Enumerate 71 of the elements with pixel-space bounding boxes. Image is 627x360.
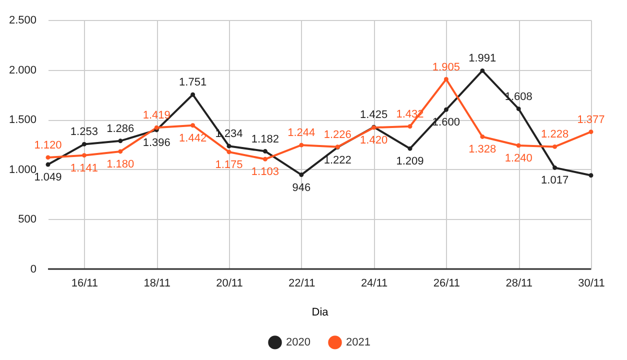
point (190, 123, 196, 128)
point (190, 92, 196, 97)
y-tick-label: 0 (30, 264, 36, 276)
x-tick-label: 22/11 (288, 278, 316, 290)
data-label: 1.442 (179, 132, 207, 144)
point (588, 173, 594, 178)
data-label: 1.049 (34, 172, 62, 184)
data-label: 1.751 (179, 76, 207, 89)
data-label: 1.396 (142, 136, 170, 149)
data-label: 1.328 (468, 144, 496, 156)
point (118, 149, 123, 154)
x-tick-label: 18/11 (144, 278, 170, 290)
point (552, 165, 558, 170)
point (299, 142, 304, 148)
data-label: 1.175 (215, 158, 243, 171)
point (516, 143, 521, 148)
x-tick-label: 30/11 (578, 278, 605, 290)
data-label: 1.222 (324, 154, 352, 166)
data-label: 1.209 (396, 156, 424, 168)
point (262, 156, 268, 162)
data-label: 1.419 (142, 110, 170, 122)
point (588, 130, 594, 134)
point (299, 172, 304, 178)
point (516, 106, 521, 112)
point (118, 138, 123, 144)
data-label: 946 (292, 182, 311, 194)
data-label: 1.141 (70, 162, 98, 174)
y-tick-label: 500 (18, 214, 36, 226)
data-label: 1.991 (468, 52, 496, 65)
point (46, 162, 50, 167)
y-tick-label: 2.500 (8, 14, 36, 26)
point (444, 77, 448, 82)
point (154, 125, 159, 130)
y-tick-label: 1.500 (8, 114, 36, 126)
data-label: 1.226 (324, 128, 352, 141)
x-tick-label: 28/11 (506, 278, 532, 290)
legend-label: 2021 (346, 336, 370, 348)
data-label: 1.017 (541, 174, 569, 187)
data-label: 1.253 (70, 126, 98, 138)
x-tick-label: 20/11 (216, 278, 243, 290)
point (226, 144, 232, 148)
x-tick-label: 16/11 (71, 278, 98, 290)
point (444, 107, 448, 112)
data-label: 1.905 (432, 61, 460, 74)
data-label: 1.244 (288, 127, 316, 140)
legend-label: 2020 (286, 336, 310, 348)
point (408, 124, 412, 129)
data-label: 1.240 (504, 152, 532, 164)
data-label: 1.286 (106, 122, 134, 135)
data-label: 1.180 (106, 158, 134, 170)
data-label: 1.182 (251, 133, 279, 146)
data-label: 1.420 (360, 134, 388, 147)
data-label: 1.228 (541, 128, 569, 141)
point (480, 68, 485, 73)
data-label: 1.120 (34, 139, 62, 152)
x-tick-label: 26/11 (433, 278, 460, 290)
data-label: 1.425 (360, 109, 388, 122)
x-tick-label: 24/11 (360, 278, 388, 290)
point (552, 144, 558, 149)
point (82, 153, 86, 158)
y-tick-label: 2.000 (8, 64, 36, 76)
y-tick-label: 1.000 (8, 164, 36, 176)
x-axis-title: Dia (312, 306, 330, 318)
data-label: 1.377 (577, 114, 605, 126)
point (262, 149, 268, 154)
point (408, 146, 412, 151)
point (480, 134, 485, 139)
point (82, 142, 86, 146)
point (226, 150, 232, 154)
data-label: 1.103 (251, 166, 279, 178)
point (46, 155, 50, 160)
